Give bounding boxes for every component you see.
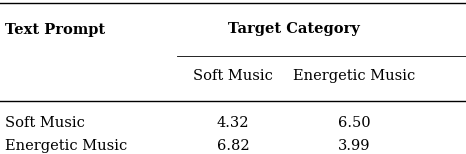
Text: 6.50: 6.50: [338, 116, 370, 130]
Text: Energetic Music: Energetic Music: [293, 69, 415, 83]
Text: Target Category: Target Category: [228, 22, 359, 36]
Text: 4.32: 4.32: [217, 116, 249, 130]
Text: Text Prompt: Text Prompt: [5, 23, 105, 37]
Text: 3.99: 3.99: [338, 139, 370, 152]
Text: 6.82: 6.82: [217, 139, 249, 152]
Text: Soft Music: Soft Music: [193, 69, 273, 83]
Text: Energetic Music: Energetic Music: [5, 139, 127, 152]
Text: Soft Music: Soft Music: [5, 116, 84, 130]
